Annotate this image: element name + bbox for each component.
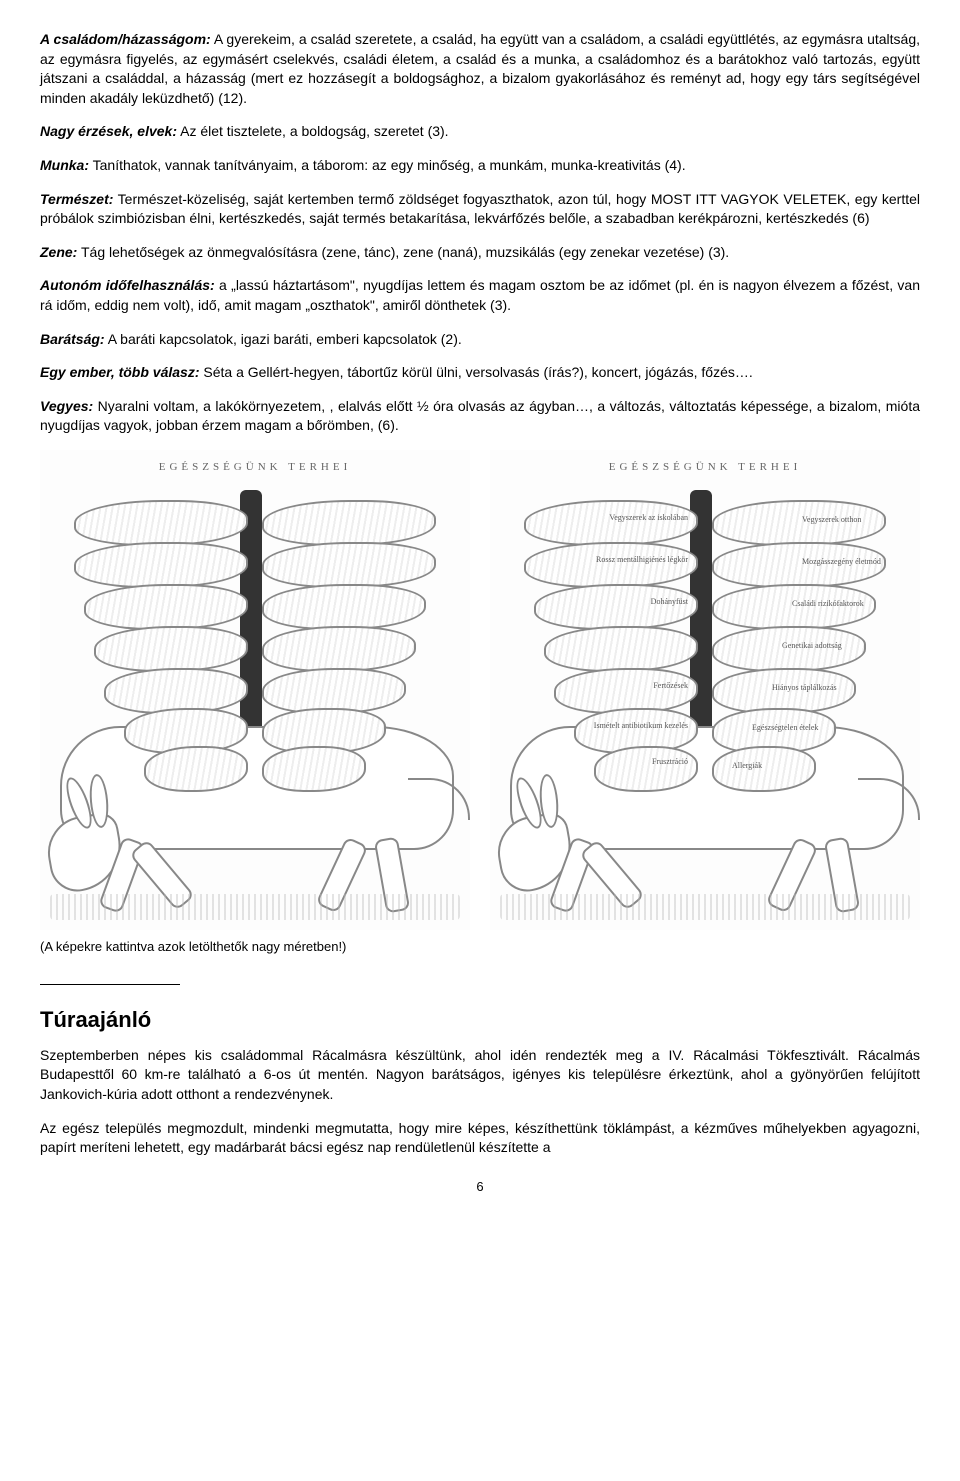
sack-label: Fertőzések	[653, 680, 688, 691]
sack-label: Allergiák	[732, 760, 762, 771]
lead-work: Munka:	[40, 157, 89, 173]
sack-icon	[94, 626, 248, 672]
tail-icon	[858, 778, 920, 820]
figure-left[interactable]: EGÉSZSÉGÜNK TERHEI GYERMEKEINK EGÉSZSÉGE…	[40, 450, 470, 930]
tour-paragraph-2: Az egész település megmozdult, mindenki …	[40, 1119, 920, 1158]
figure-right[interactable]: EGÉSZSÉGÜNK TERHEI GYERMEKEINK EGÉSZSÉGE…	[490, 450, 920, 930]
sack-label: Vegyszerek az iskolában	[609, 512, 688, 523]
figure-left-title: EGÉSZSÉGÜNK TERHEI	[40, 460, 470, 475]
sack-icon	[74, 500, 248, 546]
sack-label: Családi rizikófaktorok	[792, 598, 864, 609]
body-one-person: Séta a Gellért-hegyen, tábortűz körül ül…	[200, 364, 753, 380]
sack-label: Egészségtelen ételek	[752, 722, 818, 733]
lead-misc: Vegyes:	[40, 398, 93, 414]
sack-icon	[262, 500, 436, 546]
donkey-body-icon	[60, 726, 454, 850]
sack-label: Mozgásszegény életmód	[802, 556, 881, 567]
sack-icon	[544, 626, 698, 672]
figure-caption: (A képekre kattintva azok letölthetők na…	[40, 938, 920, 956]
ground-icon	[500, 894, 910, 920]
sack-icon	[144, 746, 248, 792]
sack-label: Dohányfüst	[651, 596, 688, 607]
sack-icon	[262, 584, 426, 630]
body-work: Taníthatok, vannak tanítványaim, a tábor…	[89, 157, 686, 173]
paragraph-one-person: Egy ember, több válasz: Séta a Gellért-h…	[40, 363, 920, 383]
lead-friendship: Barátság:	[40, 331, 105, 347]
body-misc: Nyaralni voltam, a lakókörnyezetem, , el…	[40, 398, 920, 434]
sack-icon	[104, 668, 248, 714]
paragraph-friendship: Barátság: A baráti kapcsolatok, igazi ba…	[40, 330, 920, 350]
sack-icon	[712, 746, 816, 792]
sack-icon	[262, 746, 366, 792]
lead-autonomy: Autonóm időfelhasználás:	[40, 277, 215, 293]
ground-icon	[50, 894, 460, 920]
sack-label: Rossz mentálhigiénés légkör	[596, 554, 688, 565]
paragraph-feelings: Nagy érzések, elvek: Az élet tisztelete,…	[40, 122, 920, 142]
sack-icon	[74, 542, 248, 588]
paragraph-misc: Vegyes: Nyaralni voltam, a lakókörnyezet…	[40, 397, 920, 436]
sack-label: Genetikai adottság	[782, 640, 842, 651]
sack-icon	[262, 542, 436, 588]
body-music: Tág lehetőségek az önmegvalósításra (zen…	[77, 244, 729, 260]
lead-nature: Természet:	[40, 191, 113, 207]
paragraph-music: Zene: Tág lehetőségek az önmegvalósításr…	[40, 243, 920, 263]
donkey-body-icon	[510, 726, 904, 850]
paragraph-autonomy: Autonóm időfelhasználás: a „lassú háztar…	[40, 276, 920, 315]
sack-label: Frusztráció	[652, 756, 688, 767]
tail-icon	[408, 778, 470, 820]
body-feelings: Az élet tisztelete, a boldogság, szerete…	[177, 123, 449, 139]
lead-family: A családom/házasságom:	[40, 31, 211, 47]
figure-row: EGÉSZSÉGÜNK TERHEI GYERMEKEINK EGÉSZSÉGE…	[40, 450, 920, 930]
sack-label: Ismételt antibiotikum kezelés	[594, 720, 688, 731]
divider	[40, 984, 180, 985]
paragraph-nature: Természet: Természet-közeliség, saját ke…	[40, 190, 920, 229]
lead-music: Zene:	[40, 244, 77, 260]
sack-icon	[262, 626, 416, 672]
sack-label: Vegyszerek otthon	[802, 514, 861, 525]
lead-feelings: Nagy érzések, elvek:	[40, 123, 177, 139]
page-number: 6	[40, 1178, 920, 1196]
paragraph-family: A családom/házasságom: A gyerekeim, a cs…	[40, 30, 920, 108]
paragraph-work: Munka: Taníthatok, vannak tanítványaim, …	[40, 156, 920, 176]
tour-title: Túraajánló	[40, 1005, 920, 1036]
sack-icon	[594, 746, 698, 792]
sack-label: Hiányos táplálkozás	[772, 682, 837, 693]
body-nature: Természet-közeliség, saját kertemben ter…	[40, 191, 920, 227]
tour-paragraph-1: Szeptemberben népes kis családommal Ráca…	[40, 1046, 920, 1105]
body-friendship: A baráti kapcsolatok, igazi baráti, embe…	[105, 331, 462, 347]
figure-right-title: EGÉSZSÉGÜNK TERHEI	[490, 460, 920, 475]
lead-one-person: Egy ember, több válasz:	[40, 364, 200, 380]
sack-icon	[84, 584, 248, 630]
